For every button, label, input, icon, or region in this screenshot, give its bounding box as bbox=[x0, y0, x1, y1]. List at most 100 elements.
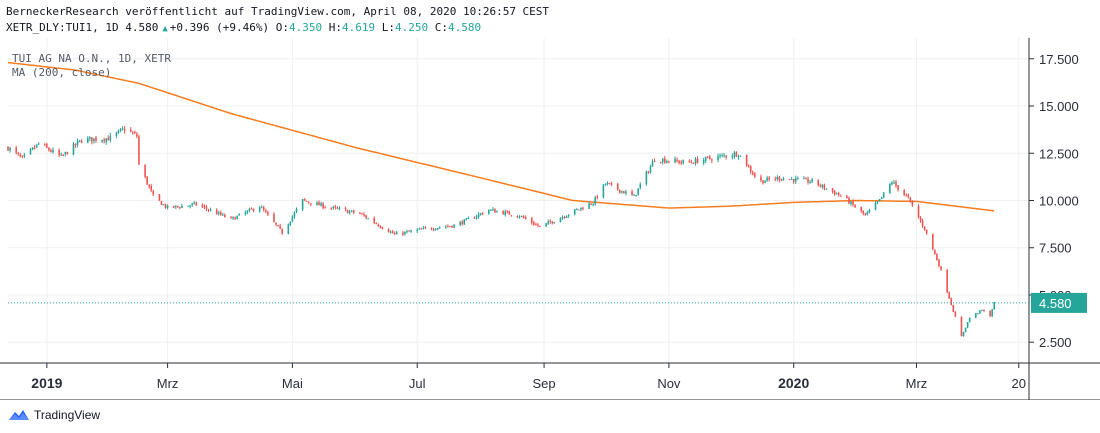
candle-body bbox=[950, 298, 953, 306]
candle-body bbox=[895, 181, 897, 186]
candle-body bbox=[805, 178, 807, 180]
candle-body bbox=[530, 218, 533, 223]
candle-body bbox=[989, 310, 991, 317]
candle-body bbox=[803, 178, 805, 180]
candle-body bbox=[547, 221, 549, 224]
candle-body bbox=[668, 160, 670, 162]
candle-body bbox=[878, 198, 881, 202]
close-label: C: bbox=[434, 21, 448, 34]
candle-body bbox=[336, 207, 339, 209]
candle-body bbox=[72, 143, 75, 155]
candle-body bbox=[938, 259, 940, 267]
candle-body bbox=[809, 181, 811, 183]
candle-body bbox=[322, 203, 324, 208]
candle-body bbox=[823, 184, 826, 189]
last-price-label: 4.580 bbox=[1039, 296, 1072, 311]
candle-body bbox=[295, 208, 298, 212]
candle-body bbox=[244, 212, 247, 215]
x-tick-label: 2020 bbox=[778, 375, 809, 391]
candle-body bbox=[338, 208, 341, 210]
candle-body bbox=[438, 227, 441, 229]
candle-body bbox=[594, 197, 597, 205]
candle-body bbox=[876, 201, 879, 203]
candle-body bbox=[788, 179, 791, 181]
ma-200-line bbox=[7, 61, 995, 212]
candle-body bbox=[661, 158, 664, 163]
candle-body bbox=[590, 203, 592, 205]
y-tick-label: 12.500 bbox=[1039, 146, 1079, 161]
candle-body bbox=[62, 154, 65, 156]
candle-body bbox=[839, 195, 842, 197]
candle-body bbox=[33, 147, 36, 149]
candle-body bbox=[754, 173, 756, 177]
candle-body bbox=[966, 322, 969, 328]
candle-body bbox=[811, 179, 813, 182]
candle-body bbox=[432, 229, 435, 231]
candles bbox=[7, 125, 996, 337]
candle-body bbox=[52, 149, 54, 153]
candle-body bbox=[846, 195, 848, 199]
candle-body bbox=[960, 316, 963, 337]
candle-body bbox=[334, 206, 337, 208]
candle-body bbox=[219, 212, 222, 215]
legend-ma: MA (200, close) bbox=[12, 66, 112, 79]
candle-body bbox=[224, 214, 226, 218]
candle-body bbox=[320, 203, 322, 206]
candle-body bbox=[917, 205, 920, 218]
candle-body bbox=[410, 230, 412, 232]
legend-symbol: TUI AG NA O.N., 1D, XETR bbox=[12, 52, 171, 65]
candle-body bbox=[860, 207, 863, 212]
candle-body bbox=[776, 176, 779, 180]
candle-body bbox=[962, 332, 965, 337]
candle-body bbox=[706, 156, 709, 158]
candle-body bbox=[780, 179, 783, 181]
candle-body bbox=[751, 172, 754, 175]
candle-body bbox=[103, 139, 105, 142]
candle-body bbox=[610, 183, 613, 185]
candle-body bbox=[991, 309, 993, 317]
candle-body bbox=[733, 152, 736, 157]
candle-body bbox=[15, 147, 17, 153]
candle-body bbox=[58, 149, 60, 156]
footer-brand: TradingView bbox=[34, 408, 101, 422]
candle-body bbox=[688, 160, 691, 163]
candle-body bbox=[735, 152, 738, 157]
price-chart[interactable]: 17.50015.00012.50010.0007.5005.0002.5002… bbox=[0, 38, 1100, 400]
candle-body bbox=[318, 202, 320, 206]
candle-body bbox=[911, 200, 914, 206]
candle-body bbox=[764, 181, 766, 184]
candle-body bbox=[418, 228, 421, 230]
candle-body bbox=[31, 147, 34, 150]
candle-body bbox=[377, 224, 380, 227]
candle-body bbox=[93, 138, 95, 141]
ticker-line: XETR_DLY:TUI1, 1D 4.580 ▲ +0.396 (+9.46%) … bbox=[6, 21, 481, 36]
candle-body bbox=[649, 166, 652, 173]
candle-body bbox=[866, 212, 869, 215]
candle-body bbox=[324, 207, 326, 209]
candle-body bbox=[132, 132, 134, 134]
candle-body bbox=[618, 189, 621, 193]
candle-body bbox=[48, 148, 50, 151]
candle-body bbox=[86, 138, 89, 143]
candle-body bbox=[361, 213, 363, 215]
candle-body bbox=[275, 222, 277, 225]
candle-body bbox=[467, 218, 470, 220]
candle-body bbox=[502, 211, 504, 215]
candle-body bbox=[692, 163, 695, 165]
candle-body bbox=[535, 224, 537, 226]
candle-body bbox=[653, 161, 656, 163]
candle-body bbox=[447, 226, 449, 228]
candle-body bbox=[921, 220, 924, 227]
candle-body bbox=[301, 199, 304, 210]
candle-body bbox=[794, 178, 797, 182]
candle-body bbox=[236, 215, 238, 220]
candle-body bbox=[711, 159, 713, 161]
candle-body bbox=[181, 205, 183, 208]
candle-body bbox=[404, 231, 406, 235]
triangle-up-icon: ▲ bbox=[162, 24, 168, 34]
candle-body bbox=[252, 208, 255, 211]
candle-body bbox=[17, 153, 20, 155]
candle-body bbox=[148, 184, 150, 187]
candle-body bbox=[109, 135, 112, 140]
candle-body bbox=[465, 218, 468, 220]
